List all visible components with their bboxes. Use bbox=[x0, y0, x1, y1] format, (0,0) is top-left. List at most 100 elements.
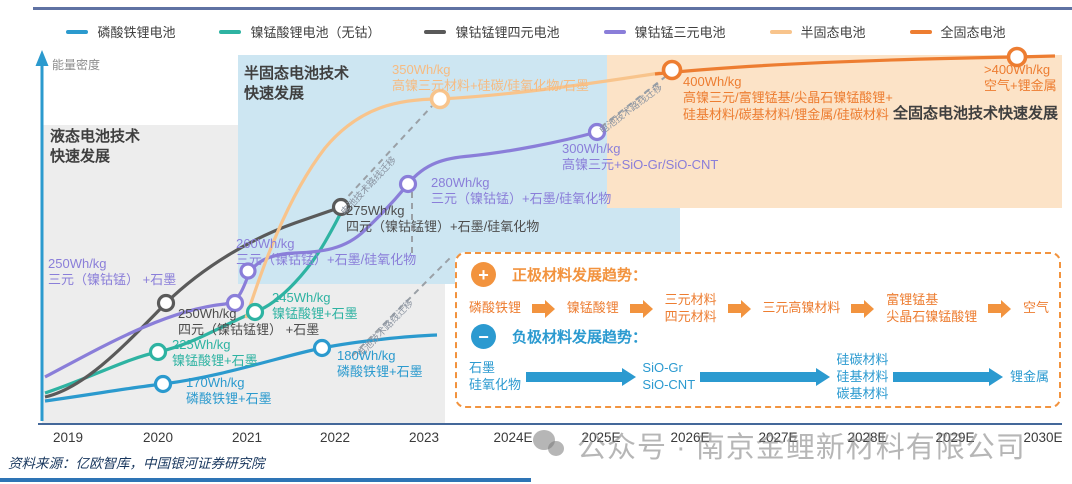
point-materials: 磷酸铁锂+石墨 bbox=[186, 391, 272, 407]
line-swatch-icon bbox=[424, 29, 447, 34]
x-tick-2022: 2022 bbox=[319, 430, 351, 445]
point-value: 280Wh/kg bbox=[431, 175, 490, 190]
arrow-right-icon bbox=[629, 299, 653, 318]
arrow-right-icon bbox=[988, 299, 1012, 318]
step-label: 镍锰酸锂 bbox=[566, 300, 619, 316]
arrow-right-icon bbox=[699, 368, 830, 387]
x-tick-2019: 2019 bbox=[52, 430, 84, 445]
chart-legend: 磷酸铁锂电池 镍锰酸锂电池（无钴） 镍钴锰锂四元电池 镍钴锰三元电池 半固态电池… bbox=[0, 22, 1072, 41]
point-value: 170Wh/kg bbox=[186, 375, 245, 390]
step-label: 硅氧化物 bbox=[469, 377, 522, 393]
point-label-180: 180Wh/kg 磷酸铁锂+石墨 bbox=[337, 348, 423, 381]
point-label-250-quaternary: 250Wh/kg 四元（镍钴锰锂） +石墨 bbox=[178, 306, 319, 339]
step-label: 富锂锰基 bbox=[886, 292, 939, 307]
anode-step: SiO-Gr SiO-CNT bbox=[642, 360, 695, 394]
point-materials: 三元（镍钴锰） +石墨 bbox=[48, 272, 177, 288]
point-materials: 硅基材料/碳基材料/锂金属/硅碳材料 bbox=[683, 106, 889, 122]
x-tick-2021: 2021 bbox=[231, 430, 263, 445]
point-value: 250Wh/kg bbox=[48, 256, 107, 271]
x-tick-2025e: 2025E bbox=[581, 430, 621, 445]
wechat-icon bbox=[533, 430, 569, 460]
legend-label: 镍钴锰三元电池 bbox=[634, 25, 726, 40]
cathode-trend-flow: 磷酸铁锂 镍锰酸锂 三元材料 四元材料 三元高镍材料 富锂锰基 尖晶石镍锰酸锂 bbox=[469, 292, 1049, 326]
point-materials: 高镍三元/富锂锰基/尖晶石镍锰酸锂+ bbox=[683, 90, 893, 106]
x-tick-2028e: 2028E bbox=[847, 430, 887, 445]
point-materials: 镍锰酸锂+石墨 bbox=[272, 306, 358, 322]
anode-trend-title: 负极材料发展趋势： bbox=[512, 329, 648, 346]
legend-item-ternary: 镍钴锰三元电池 bbox=[603, 22, 726, 41]
anode-step: 锂金属 bbox=[1010, 369, 1049, 386]
phase-title-solid: 全固态电池技术快速发展 bbox=[893, 104, 1058, 124]
legend-item-solid: 全固态电池 bbox=[909, 22, 1006, 41]
point-materials: 高镍三元+SiO-Gr/SiO-CNT bbox=[562, 157, 719, 173]
point-materials: 四元（镍钴锰锂）+石墨/硅氧化物 bbox=[346, 219, 540, 235]
step-label: 硅碳材料 bbox=[836, 352, 889, 367]
line-swatch-icon bbox=[603, 29, 626, 34]
x-tick-2029e: 2029E bbox=[935, 430, 975, 445]
phase-title-semi-solid: 半固态电池技术 快速发展 bbox=[244, 64, 349, 105]
point-materials: 磷酸铁锂+石墨 bbox=[337, 364, 423, 380]
cathode-step: 三元高镍材料 bbox=[762, 300, 840, 317]
point-value: 250Wh/kg bbox=[178, 306, 237, 321]
point-label-350: 350Wh/kg 高镍三元材料+硅碳/硅氧化物/石墨 bbox=[392, 62, 589, 95]
cathode-trend-title: 正极材料发展趋势： bbox=[512, 267, 648, 284]
point-value: 260Wh/kg bbox=[236, 236, 295, 251]
point-label-260: 260Wh/kg 三元（镍钴锰）+石墨/硅氧化物 bbox=[236, 236, 416, 269]
point-label-400plus: >400Wh/kg 空气+锂金属 bbox=[984, 62, 1057, 95]
arrow-right-icon bbox=[525, 368, 636, 387]
point-value: >400Wh/kg bbox=[984, 62, 1051, 77]
point-label-225: 225Wh/kg 镍锰酸锂+石墨 bbox=[172, 337, 258, 370]
step-label: 尖晶石镍锰酸锂 bbox=[886, 308, 978, 324]
phase-title-line: 快速发展 bbox=[244, 85, 305, 103]
y-axis-label: 能量密度 bbox=[52, 58, 101, 72]
phase-title-liquid: 液态电池技术 快速发展 bbox=[50, 127, 140, 168]
anode-step: 硅碳材料 硅基材料 碳基材料 bbox=[837, 352, 889, 403]
step-label: 三元材料 bbox=[664, 292, 717, 307]
step-label: 石墨 bbox=[469, 360, 496, 376]
phase-title-line: 全固态电池技术快速发展 bbox=[893, 105, 1059, 122]
point-label-170: 170Wh/kg 磷酸铁锂+石墨 bbox=[186, 375, 272, 408]
point-label-250-ternary: 250Wh/kg 三元（镍钴锰） +石墨 bbox=[48, 256, 176, 289]
material-trends-box: + 正极材料发展趋势： 磷酸铁锂 镍锰酸锂 三元材料 四元材料 三元高镍材料 富… bbox=[455, 252, 1061, 408]
bottom-divider bbox=[0, 478, 531, 482]
line-swatch-icon bbox=[66, 29, 89, 34]
minus-icon: − bbox=[471, 324, 496, 349]
line-swatch-icon bbox=[219, 29, 242, 34]
step-label: 四元材料 bbox=[664, 308, 717, 324]
step-label: 三元高镍材料 bbox=[762, 300, 841, 316]
cathode-step: 富锂锰基 尖晶石镍锰酸锂 bbox=[886, 292, 977, 326]
legend-item-lfp: 磷酸铁锂电池 bbox=[66, 22, 175, 41]
x-tick-2026e: 2026E bbox=[670, 430, 710, 445]
step-label: 磷酸铁锂 bbox=[469, 300, 522, 316]
line-swatch-icon bbox=[769, 29, 792, 34]
phase-title-line: 快速发展 bbox=[50, 148, 111, 166]
step-label: 空气 bbox=[1022, 300, 1049, 316]
point-value: 350Wh/kg bbox=[392, 62, 451, 77]
point-label-245: 245Wh/kg 镍锰酸锂+石墨 bbox=[272, 290, 358, 323]
watermark: 公众号 · 南京金鲤新材料有限公司 bbox=[533, 424, 1026, 466]
point-label-300: 300Wh/kg 高镍三元+SiO-Gr/SiO-CNT bbox=[562, 141, 718, 174]
watermark-text: 公众号 · 南京金鲤新材料有限公司 bbox=[577, 432, 1026, 464]
point-materials: 三元（镍钴锰）+石墨/硅氧化物 bbox=[431, 191, 612, 207]
legend-item-lnmo: 镍锰酸锂电池（无钴） bbox=[219, 22, 380, 41]
line-swatch-icon bbox=[909, 29, 932, 34]
x-tick-2027e: 2027E bbox=[758, 430, 798, 445]
point-value: 300Wh/kg bbox=[562, 141, 621, 156]
point-value: 225Wh/kg bbox=[172, 337, 231, 352]
cathode-step: 三元材料 四元材料 bbox=[665, 292, 717, 326]
legend-label: 全固态电池 bbox=[940, 25, 1006, 40]
legend-item-quaternary: 镍钴锰锂四元电池 bbox=[424, 22, 560, 41]
point-value: 180Wh/kg bbox=[337, 348, 396, 363]
cathode-step: 磷酸铁锂 bbox=[469, 300, 521, 317]
step-label: 硅基材料 bbox=[836, 368, 889, 384]
x-tick-2024e: 2024E bbox=[493, 430, 533, 445]
x-tick-2030e: 2030E bbox=[1023, 430, 1063, 445]
point-label-280: 280Wh/kg 三元（镍钴锰）+石墨/硅氧化物 bbox=[431, 175, 611, 208]
x-tick-2020: 2020 bbox=[142, 430, 174, 445]
cathode-step: 镍锰酸锂 bbox=[567, 300, 619, 317]
point-materials: 三元（镍钴锰）+石墨/硅氧化物 bbox=[236, 252, 417, 268]
legend-item-semi-solid: 半固态电池 bbox=[769, 22, 866, 41]
point-label-275: 275Wh/kg 四元（镍钴锰锂）+石墨/硅氧化物 bbox=[346, 203, 539, 236]
point-value: 245Wh/kg bbox=[272, 290, 331, 305]
